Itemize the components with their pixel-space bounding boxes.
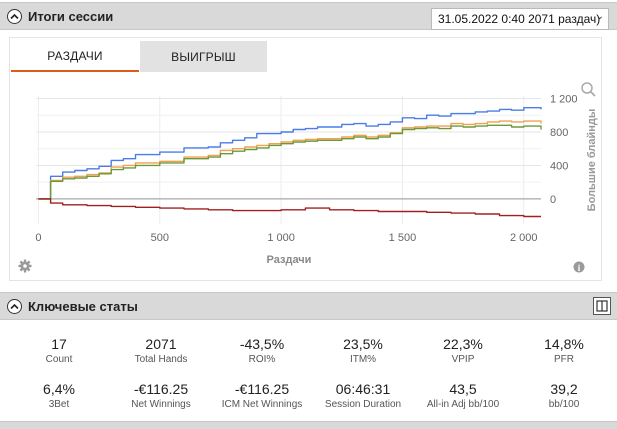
panel-icon: [596, 300, 608, 312]
series-line-3: [38, 124, 542, 200]
stat-label: Total Hands: [134, 354, 188, 365]
stat-value: 23,5%: [343, 336, 383, 352]
chevron-up-icon: [10, 13, 19, 19]
session-select-value: 31.05.2022 0:40 2071 раздач): [438, 12, 601, 26]
series-line-1: [38, 107, 542, 200]
stat-value: -€116.25: [234, 381, 290, 397]
stat-value: 39,2: [550, 381, 578, 397]
stat-icm-net-winnings: -€116.25 ICM Net Winnings: [212, 381, 312, 410]
x-tick-label: 0: [35, 232, 41, 244]
x-tick-label: 2 000: [510, 232, 538, 244]
stat-value: -43,5%: [239, 336, 285, 352]
info-icon: [573, 261, 585, 273]
chart-area: 0 500 1 000 1 500 2 000 0 400 800 1 200 Раздачи Бо…: [10, 38, 603, 282]
stat-value: 2071: [145, 336, 177, 352]
tab-winnings[interactable]: ВЫИГРЫШ: [140, 41, 267, 72]
stat-label: All-in Adj bb/100: [426, 399, 500, 410]
stat-roi: -43,5% ROI%: [212, 336, 312, 365]
stat-value: 06:46:31: [335, 381, 391, 397]
stats-layout-button[interactable]: [593, 297, 611, 315]
key-stats-header: Ключевые статы: [0, 292, 617, 320]
chart-card: РАЗДАЧИ ВЫИГРЫШ 0 500 1 000 1 500 2 000 0 400 8…: [9, 37, 602, 281]
stat-value: 17: [51, 336, 67, 352]
stat-label: PFR: [554, 354, 574, 365]
info-icon-glyph: i: [578, 263, 581, 273]
stat-value: -€116.25: [133, 381, 189, 397]
chart-svg: 0 500 1 000 1 500 2 000 0 400 800 1 200 Раздачи Бо…: [18, 82, 598, 273]
gear-hole: [23, 264, 27, 268]
stat-label: ITM%: [349, 354, 377, 365]
x-tick-label: 500: [151, 232, 169, 244]
x-tick-label: 1 000: [267, 232, 295, 244]
session-header: Итоги сессии 31.05.2022 0:40 2071 раздач…: [0, 2, 617, 30]
stat-value: 14,8%: [544, 336, 584, 352]
collapse-stats-button[interactable]: [7, 298, 22, 314]
y-axis-label: Большие блайнды: [586, 109, 598, 212]
stat-allin-adj-bb100: 43,5 All-in Adj bb/100: [413, 381, 513, 410]
stat-label: 3Bet: [48, 399, 70, 410]
stat-itm: 23,5% ITM%: [313, 336, 413, 365]
stat-value: 6,4%: [43, 381, 75, 397]
stat-value: 43,5: [449, 381, 477, 397]
session-select[interactable]: 31.05.2022 0:40 2071 раздач) ⌄: [431, 8, 609, 30]
x-tick-label: 1 500: [389, 232, 417, 244]
x-axis-label: Раздачи: [267, 254, 312, 266]
collapse-session-button[interactable]: [7, 8, 22, 24]
stat-count: 17 Count: [9, 336, 109, 365]
y-tick-label: 1 200: [550, 94, 578, 106]
stat-label: VPIP: [451, 354, 475, 365]
gear-icon[interactable]: [18, 259, 32, 273]
stat-pfr: 14,8% PFR: [514, 336, 614, 365]
stat-label: ICM Net Winnings: [221, 399, 303, 410]
chevron-down-icon: ⌄: [595, 11, 604, 22]
stat-label: ROI%: [248, 354, 276, 365]
stat-vpip: 22,3% VPIP: [413, 336, 513, 365]
stat-value: 22,3%: [443, 336, 483, 352]
series-line-2: [38, 120, 542, 200]
chevron-up-icon: [10, 303, 19, 309]
stat-label: bb/100: [548, 399, 580, 410]
y-tick-label: 0: [550, 194, 556, 206]
stat-total-hands: 2071 Total Hands: [111, 336, 211, 365]
stat-label: Net Winnings: [131, 399, 191, 410]
tab-hands[interactable]: РАЗДАЧИ: [11, 41, 139, 72]
series-line-4: [38, 198, 541, 218]
zoom-icon: [581, 82, 593, 94]
stat-label: Count: [45, 354, 73, 365]
stat-bb100: 39,2 bb/100: [514, 381, 614, 410]
y-tick-label: 800: [550, 127, 568, 139]
stat-net-winnings: -€116.25 Net Winnings: [111, 381, 211, 410]
y-tick-label: 400: [550, 160, 568, 172]
session-title: Итоги сессии: [28, 8, 114, 24]
zoom-icon-handle: [590, 91, 596, 97]
stat-3bet: 6,4% 3Bet: [9, 381, 109, 410]
stat-label: Session Duration: [324, 399, 402, 410]
bottom-bar: [0, 421, 617, 429]
key-stats-title: Ключевые статы: [28, 298, 138, 314]
stat-session-duration: 06:46:31 Session Duration: [313, 381, 413, 410]
